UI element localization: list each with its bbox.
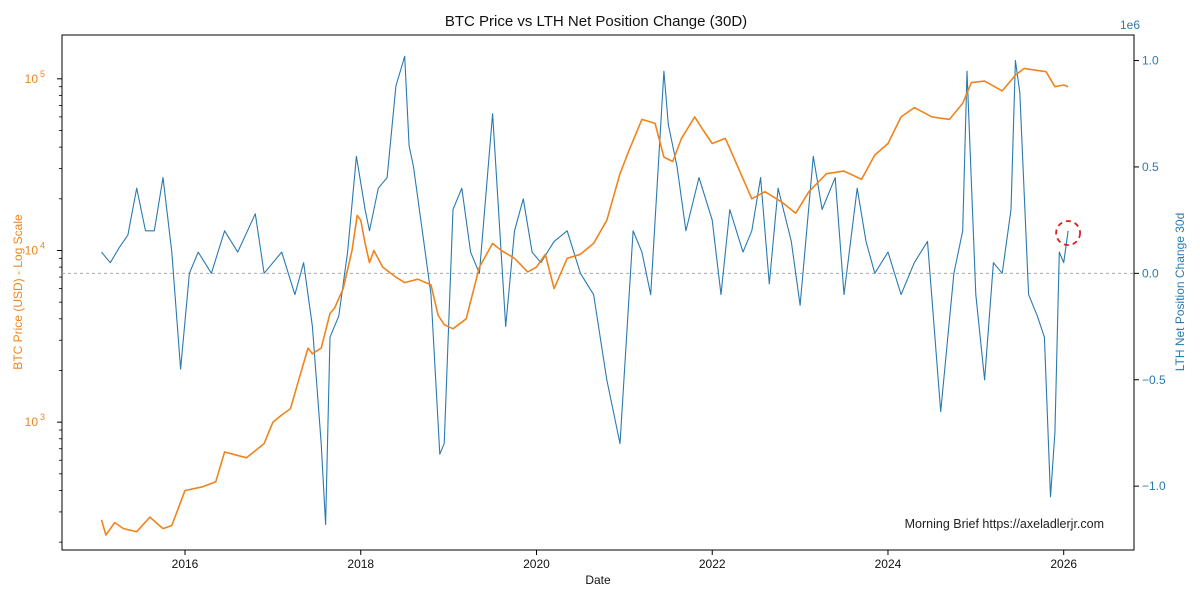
x-tick-label: 2026 xyxy=(1050,557,1077,571)
x-tick-label: 2020 xyxy=(523,557,550,571)
x-axis: 2016 2018 2020 2022 2024 2026 xyxy=(172,550,1077,571)
watermark-text: Morning Brief https://axeladlerjr.com xyxy=(905,517,1104,531)
right-tick-label: −1.0 xyxy=(1142,479,1166,493)
annotation-group xyxy=(1055,220,1081,246)
left-tick-exponent: 4 xyxy=(40,240,45,250)
left-tick-label: 10 xyxy=(25,415,39,429)
left-tick-exponent: 3 xyxy=(40,412,45,422)
left-tick-exponent: 5 xyxy=(40,69,45,79)
plot-frame xyxy=(61,34,1135,551)
lth-series xyxy=(101,55,1069,526)
left-tick-label: 10 xyxy=(25,243,39,257)
x-tick-label: 2016 xyxy=(172,557,199,571)
x-axis-label: Date xyxy=(585,573,611,587)
right-axis-offset-label: 1e6 xyxy=(1120,18,1140,32)
highlight-circle xyxy=(1055,220,1081,246)
x-tick-label: 2022 xyxy=(699,557,726,571)
right-axis-label: LTH Net Position Change 30d xyxy=(1173,213,1187,372)
right-tick-label: 1.0 xyxy=(1142,54,1159,68)
right-axis: −1.0 −0.5 0.0 0.5 1.0 xyxy=(1134,54,1166,493)
x-tick-label: 2018 xyxy=(347,557,374,571)
btc-series xyxy=(100,67,1069,536)
x-tick-label: 2024 xyxy=(875,557,902,571)
left-tick-label: 10 xyxy=(25,72,39,86)
right-tick-label: 0.0 xyxy=(1142,266,1159,280)
chart-title: BTC Price vs LTH Net Position Change (30… xyxy=(445,13,747,30)
lth-net-position-line xyxy=(101,55,1069,526)
left-axis-label: BTC Price (USD) - Log Scale xyxy=(11,214,25,370)
right-tick-label: −0.5 xyxy=(1142,373,1166,387)
right-tick-label: 0.5 xyxy=(1142,160,1159,174)
